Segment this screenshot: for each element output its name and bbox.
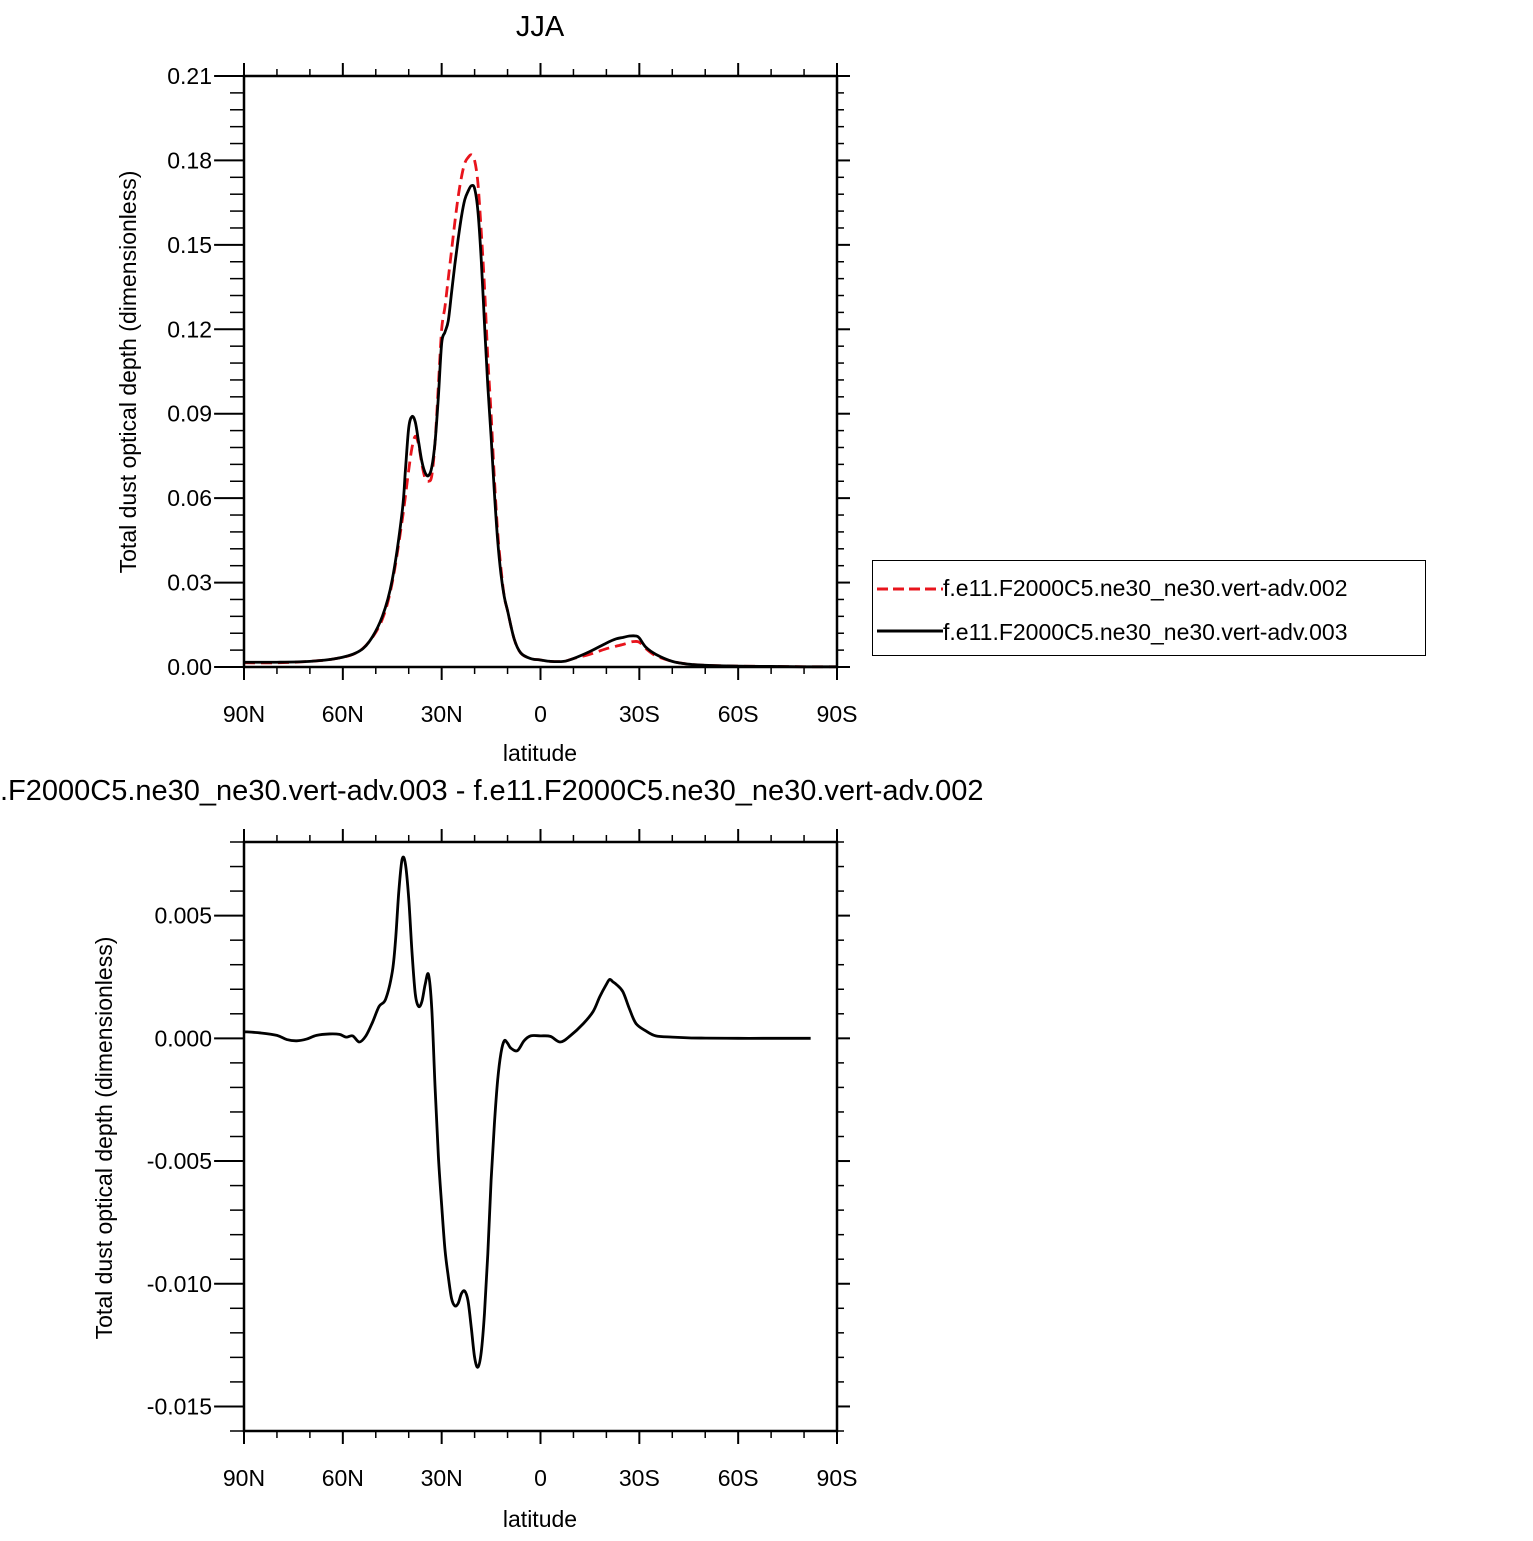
chart-title: JJA <box>516 11 565 43</box>
legend-label-003: f.e11.F2000C5.ne30_ne30.vert-adv.003 <box>943 619 1348 645</box>
x-tick-label: 90N <box>223 1465 265 1491</box>
x-tick-label: 30S <box>619 701 660 727</box>
y-tick-label: 0.18 <box>167 147 212 173</box>
y-tick-label: 0.000 <box>154 1025 212 1051</box>
difference-title: .F2000C5.ne30_ne30.vert-adv.003 - f.e11.… <box>0 775 983 807</box>
x-tick-label: 30N <box>421 1465 463 1491</box>
y-tick-label: 0.03 <box>167 570 212 596</box>
bottom-plot-frame <box>242 840 839 1433</box>
top-plot-frame <box>242 74 839 669</box>
x-tick-label: 0 <box>534 701 547 727</box>
y-tick-label: -0.005 <box>147 1148 212 1174</box>
x-tick-label: 30S <box>619 1465 660 1491</box>
legend-dashed-red-line-icon <box>877 587 943 591</box>
x-tick-label: 60S <box>718 1465 759 1491</box>
top-series <box>243 153 838 669</box>
y-tick-label: 0.15 <box>167 232 212 258</box>
y-tick-label: -0.010 <box>147 1271 212 1297</box>
y-tick-label: 0.06 <box>167 485 212 511</box>
legend-item-003: f.e11.F2000C5.ne30_ne30.vert-adv.003 <box>873 611 1425 651</box>
top-x-axis-label: latitude <box>503 740 577 766</box>
x-tick-label: 60N <box>322 701 364 727</box>
legend-solid-black-line-icon <box>877 629 943 633</box>
y-tick-label: 0.09 <box>167 401 212 427</box>
y-tick-label: -0.015 <box>147 1393 212 1419</box>
bottom-x-axis-label: latitude <box>503 1506 577 1532</box>
x-tick-label: 30N <box>421 701 463 727</box>
y-tick-label: 0.12 <box>167 316 212 342</box>
x-tick-label: 90N <box>223 701 265 727</box>
y-tick-label: 0.00 <box>167 654 212 680</box>
series-line-002 <box>243 153 838 669</box>
y-tick-label: 0.21 <box>167 63 212 89</box>
y-tick-label: 0.005 <box>154 903 212 929</box>
top-panel: JJA 90N 60N 30N 0 30S 60S 90S 0.00 0.03 0.06 0.09 0… <box>115 11 857 766</box>
x-tick-label: 90S <box>817 701 858 727</box>
bottom-series <box>243 855 811 1369</box>
x-tick-label: 90S <box>817 1465 858 1491</box>
x-tick-label: 60N <box>322 1465 364 1491</box>
legend: f.e11.F2000C5.ne30_ne30.vert-adv.002 f.e… <box>872 560 1426 656</box>
legend-label-002: f.e11.F2000C5.ne30_ne30.vert-adv.002 <box>943 575 1348 601</box>
series-line-difference <box>243 855 811 1369</box>
top-y-axis-label: Total dust optical depth (dimensionless) <box>115 171 141 574</box>
bottom-y-axis-label: Total dust optical depth (dimensionless) <box>91 937 117 1340</box>
x-tick-label: 60S <box>718 701 759 727</box>
top-axes: 90N 60N 30N 0 30S 60S 90S 0.00 0.03 0.06 0.09 0.12 0… <box>167 63 857 727</box>
series-line-003 <box>243 183 838 669</box>
bottom-panel: .F2000C5.ne30_ne30.vert-adv.003 - f.e11.… <box>0 775 983 1532</box>
legend-item-002: f.e11.F2000C5.ne30_ne30.vert-adv.002 <box>873 567 1425 607</box>
bottom-axes: 90N 60N 30N 0 30S 60S 90S -0.015 -0.010 -0.005 0.0… <box>147 829 858 1491</box>
x-tick-label: 0 <box>534 1465 547 1491</box>
